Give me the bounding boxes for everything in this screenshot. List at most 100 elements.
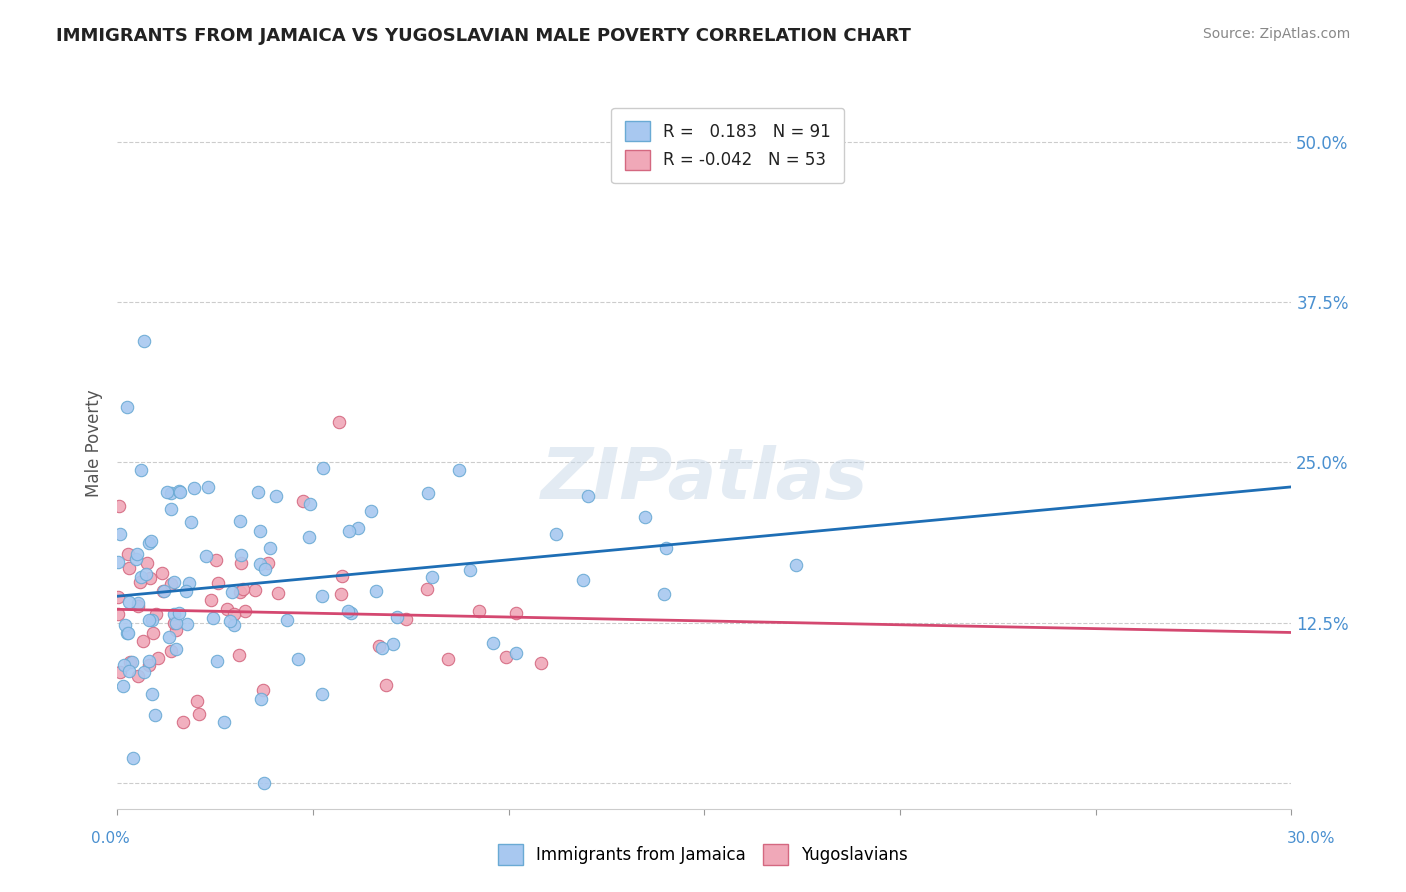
Point bbox=[146, 650, 169, 665]
Point bbox=[364, 584, 387, 599]
Point bbox=[107, 555, 129, 569]
Point bbox=[183, 481, 205, 495]
Point bbox=[228, 514, 250, 528]
Legend: R =   0.183   N = 91, R = -0.042   N = 53: R = 0.183 N = 91, R = -0.042 N = 53 bbox=[612, 108, 844, 184]
Point bbox=[360, 504, 382, 518]
Point bbox=[136, 556, 159, 570]
Point bbox=[142, 626, 165, 640]
Point bbox=[482, 636, 505, 650]
Point bbox=[165, 623, 187, 637]
Point bbox=[131, 634, 153, 648]
Point bbox=[256, 556, 278, 570]
Point bbox=[160, 577, 183, 591]
Point bbox=[129, 463, 152, 477]
Point bbox=[163, 574, 186, 589]
Point bbox=[229, 585, 252, 599]
Point bbox=[233, 604, 256, 618]
Point bbox=[571, 573, 593, 587]
Point bbox=[495, 649, 517, 664]
Point bbox=[205, 553, 228, 567]
Point bbox=[132, 334, 155, 349]
Point bbox=[212, 714, 235, 729]
Point bbox=[138, 658, 160, 673]
Point bbox=[395, 612, 418, 626]
Point bbox=[118, 655, 141, 669]
Point bbox=[221, 585, 243, 599]
Point bbox=[141, 687, 163, 701]
Point bbox=[117, 547, 139, 561]
Point bbox=[292, 493, 315, 508]
Point bbox=[141, 613, 163, 627]
Point bbox=[108, 665, 131, 679]
Point bbox=[229, 556, 252, 570]
Point bbox=[224, 607, 246, 622]
Point bbox=[138, 654, 160, 668]
Point bbox=[127, 668, 149, 682]
Point bbox=[246, 484, 269, 499]
Point bbox=[228, 648, 250, 663]
Point bbox=[163, 616, 186, 631]
Point bbox=[415, 582, 437, 596]
Point bbox=[337, 524, 360, 538]
Point bbox=[110, 526, 132, 541]
Point bbox=[122, 751, 145, 765]
Point bbox=[340, 606, 363, 620]
Point bbox=[232, 582, 254, 597]
Point bbox=[107, 590, 129, 604]
Y-axis label: Male Poverty: Male Poverty bbox=[86, 390, 103, 497]
Point bbox=[169, 485, 191, 500]
Point bbox=[785, 558, 807, 572]
Point bbox=[138, 536, 160, 550]
Point bbox=[121, 655, 143, 669]
Point bbox=[252, 682, 274, 697]
Point bbox=[188, 706, 211, 721]
Point bbox=[447, 463, 470, 477]
Point bbox=[156, 484, 179, 499]
Point bbox=[127, 599, 149, 613]
Text: Source: ZipAtlas.com: Source: ZipAtlas.com bbox=[1202, 27, 1350, 41]
Point bbox=[505, 646, 527, 660]
Point bbox=[420, 570, 443, 584]
Point bbox=[150, 566, 173, 580]
Point bbox=[382, 637, 405, 651]
Point bbox=[118, 664, 141, 678]
Text: 30.0%: 30.0% bbox=[1288, 831, 1336, 846]
Point bbox=[347, 521, 370, 535]
Point bbox=[219, 614, 242, 628]
Point bbox=[107, 607, 129, 621]
Point bbox=[215, 602, 238, 616]
Point bbox=[311, 589, 333, 603]
Point bbox=[125, 552, 148, 566]
Point bbox=[207, 575, 229, 590]
Point bbox=[115, 626, 138, 640]
Point bbox=[152, 583, 174, 598]
Point bbox=[229, 548, 252, 562]
Point bbox=[578, 489, 600, 503]
Point bbox=[132, 665, 155, 679]
Point bbox=[467, 604, 489, 618]
Point bbox=[254, 562, 277, 576]
Point bbox=[139, 571, 162, 585]
Point bbox=[129, 570, 152, 584]
Point bbox=[418, 485, 440, 500]
Point bbox=[197, 480, 219, 494]
Point bbox=[153, 584, 176, 599]
Text: 0.0%: 0.0% bbox=[91, 831, 131, 846]
Point bbox=[114, 618, 136, 632]
Point bbox=[330, 569, 353, 583]
Point bbox=[200, 592, 222, 607]
Point bbox=[177, 576, 200, 591]
Legend: Immigrants from Jamaica, Yugoslavians: Immigrants from Jamaica, Yugoslavians bbox=[488, 834, 918, 875]
Point bbox=[337, 604, 360, 618]
Point bbox=[437, 652, 460, 666]
Point bbox=[141, 533, 163, 548]
Point bbox=[111, 679, 134, 693]
Point bbox=[160, 644, 183, 658]
Point bbox=[180, 515, 202, 529]
Point bbox=[259, 541, 281, 555]
Point bbox=[160, 502, 183, 516]
Point bbox=[118, 560, 141, 574]
Point bbox=[167, 483, 190, 498]
Point bbox=[634, 509, 657, 524]
Point bbox=[530, 656, 553, 670]
